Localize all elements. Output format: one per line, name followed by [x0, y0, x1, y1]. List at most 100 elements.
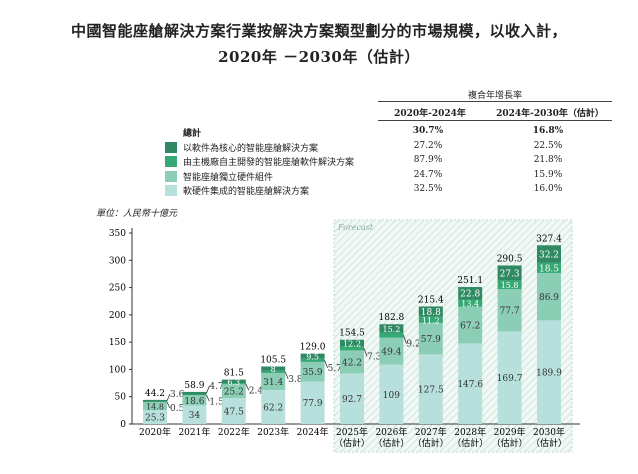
legend-label: 以軟件為核心的智能座艙解決方案 [183, 143, 319, 154]
data-label: 8 [271, 365, 276, 374]
bar-segment [379, 337, 404, 365]
label-leader [363, 348, 368, 357]
data-label: 15.2 [382, 325, 400, 334]
data-label: 57.9 [421, 335, 441, 345]
total-label: 182.8 [379, 313, 405, 323]
data-label: 32.2 [539, 251, 559, 261]
x-tick-sublabel: （估計） [334, 437, 370, 449]
data-label: 27.3 [500, 269, 520, 279]
x-tick-label: 2027年 [415, 426, 447, 438]
bar-segment [418, 316, 443, 323]
cagr-row: 由主機廠自主開發的智能座艙軟件解決方案 87.9% 21.8% [165, 155, 625, 169]
x-tick-label: 2022年 [218, 426, 250, 438]
cagr-row: 智能座艙獨立硬件組件 24.7% 15.9% [165, 170, 625, 184]
legend-label: 智能座艙獨立硬件組件 [183, 172, 274, 183]
cagr-header: 複合年增長率 [467, 91, 522, 101]
bar-segment [221, 379, 246, 384]
bar-segment [300, 361, 325, 382]
data-label: 62.2 [263, 404, 283, 414]
total-label: 129.0 [300, 343, 326, 353]
x-tick-label: 2020年 [139, 426, 171, 438]
data-label: 86.9 [539, 293, 559, 303]
legend-swatch [165, 156, 177, 167]
data-label: 3.8 [288, 375, 303, 385]
label-leader [284, 371, 289, 380]
data-label: 35.9 [303, 368, 323, 378]
cagr-value-2020-2024: 27.2% [413, 140, 443, 151]
cagr-row: 總計 30.7% 16.8% [165, 126, 625, 140]
bar-segment [261, 390, 286, 424]
data-label: 2.4 [249, 386, 264, 396]
x-tick-label: 2030年 [533, 426, 565, 438]
data-label: 34 [189, 411, 201, 421]
data-label: 15.8 [501, 281, 519, 290]
bar-segment [379, 332, 404, 338]
cagr-value-2024-2030: 21.8% [533, 155, 563, 165]
bar-segment [379, 324, 404, 333]
bar-segment [300, 381, 325, 424]
bar-segment [300, 353, 325, 359]
bar-segment [458, 306, 483, 344]
bar-segment [182, 405, 207, 424]
bar-segment [221, 383, 246, 385]
forecast-region [333, 219, 573, 453]
bar-segment [340, 350, 364, 374]
bar-segment [340, 339, 364, 347]
data-label: 77.9 [303, 399, 323, 409]
legend-swatch [165, 170, 177, 182]
bar-segment [537, 272, 561, 321]
cagr-value-2020-2024: 32.5% [413, 184, 443, 194]
bar-segment [497, 280, 522, 289]
data-label: 189.9 [536, 369, 562, 379]
cagr-row: 以軟件為核心的智能座艙解決方案 27.2% 22.5% [165, 141, 625, 155]
x-tick-label: 2021年 [178, 426, 210, 438]
bar-segment [261, 372, 286, 391]
x-tick-sublabel: （估計） [531, 437, 567, 449]
bar-segment [340, 373, 364, 424]
bar-segment [497, 331, 522, 424]
data-label: 11.2 [422, 316, 440, 325]
data-label: 18.6 [184, 397, 204, 407]
data-label: 127.5 [418, 386, 444, 396]
data-label: 3.6 [170, 390, 185, 400]
data-label: 47.5 [224, 408, 244, 418]
cagr-value-2020-2024: 87.9% [413, 155, 443, 165]
bar-segment [458, 287, 483, 300]
bar-segment [143, 399, 167, 402]
y-tick-label: 350 [109, 229, 126, 239]
label-leader [206, 385, 210, 394]
total-label: 327.4 [536, 234, 562, 244]
cagr-table: 複合年增長率 2020年-2024年 2024年-2030年（估計） 總計 30.… [0, 88, 638, 203]
bar-segment [537, 245, 561, 263]
data-label: 13.4 [461, 300, 479, 309]
bar-segment [537, 262, 561, 273]
data-label: 0.5 [170, 404, 185, 414]
x-tick-label: 2029年 [494, 426, 526, 438]
x-tick-label: 2028年 [454, 426, 486, 438]
data-label: 1.5 [209, 397, 224, 407]
data-label: 9.2 [406, 340, 420, 350]
y-tick-label: 50 [115, 393, 127, 403]
data-label: 31.4 [263, 378, 283, 388]
bar-segment [497, 265, 522, 281]
cagr-value-2024-2030: 15.9% [533, 169, 563, 180]
forecast-label: Forecast [337, 223, 374, 232]
divider [378, 101, 612, 102]
legend-label: 總計 [183, 129, 202, 139]
data-label: 42.2 [342, 358, 362, 368]
total-label: 44.2 [145, 389, 165, 399]
label-leader [403, 334, 407, 344]
data-label: 6.3 [227, 378, 240, 387]
bar-segment [300, 358, 325, 362]
total-label: 215.4 [418, 295, 444, 305]
data-label: 5.7 [328, 364, 343, 374]
x-tick-sublabel: （估計） [413, 437, 449, 449]
bar-segment [418, 354, 443, 424]
total-label: 154.5 [339, 329, 365, 339]
bar-segment [418, 306, 443, 317]
bar-segment [458, 343, 483, 424]
data-label: 77.7 [500, 307, 520, 317]
data-label: 109 [383, 391, 400, 401]
legend-label: 由主機廠自主開發的智能座艙軟件解決方案 [183, 158, 355, 168]
